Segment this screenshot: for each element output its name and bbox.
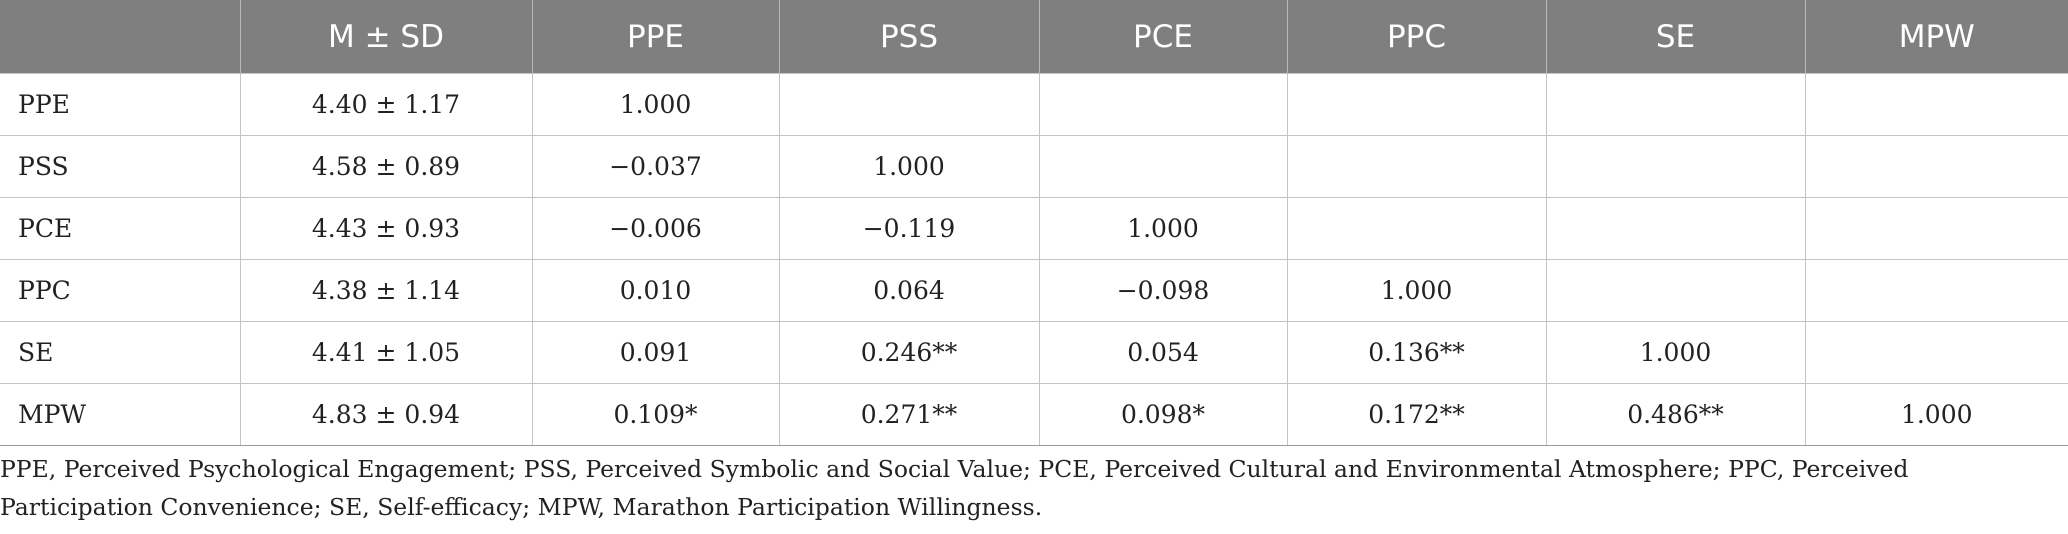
- table-cell: 0.246**: [778, 321, 1040, 384]
- row-label: PPE: [0, 73, 241, 136]
- header-cell-blank: [0, 0, 241, 74]
- table-row: PPC 4.38 ± 1.14 0.010 0.064 −0.098 1.000: [0, 259, 2068, 322]
- header-cell-mean-sd: M ± SD: [239, 0, 533, 74]
- header-cell-ppe: PPE: [531, 0, 780, 74]
- table-row: PCE 4.43 ± 0.93 −0.006 −0.119 1.000: [0, 197, 2068, 260]
- table-cell: 4.43 ± 0.93: [239, 197, 533, 260]
- header-cell-se: SE: [1545, 0, 1806, 74]
- table-cell: 0.271**: [778, 383, 1040, 446]
- table-cell: 0.064: [778, 259, 1040, 322]
- table-cell: [1038, 135, 1288, 198]
- table-cell: 4.41 ± 1.05: [239, 321, 533, 384]
- table-cell: [778, 73, 1040, 136]
- correlation-table: M ± SD PPE PSS PCE PPC SE MPW PPE 4.40 ±…: [0, 0, 2068, 446]
- table-cell: 4.38 ± 1.14: [239, 259, 533, 322]
- table-cell: −0.119: [778, 197, 1040, 260]
- table-cell: 1.000: [1286, 259, 1547, 322]
- table-cell: 4.58 ± 0.89: [239, 135, 533, 198]
- table-cell: 1.000: [778, 135, 1040, 198]
- table-row: PPE 4.40 ± 1.17 1.000: [0, 73, 2068, 136]
- table-cell: 1.000: [1038, 197, 1288, 260]
- header-cell-pss: PSS: [778, 0, 1040, 74]
- table-cell: [1545, 259, 1806, 322]
- row-label: MPW: [0, 383, 241, 446]
- header-cell-ppc: PPC: [1286, 0, 1547, 74]
- table-cell: 1.000: [531, 73, 780, 136]
- table-cell: 0.054: [1038, 321, 1288, 384]
- table-cell: [1804, 135, 2068, 198]
- row-label: PCE: [0, 197, 241, 260]
- table-cell: [1286, 197, 1547, 260]
- table-cell: −0.098: [1038, 259, 1288, 322]
- table-cell: 0.172**: [1286, 383, 1547, 446]
- table-cell: 0.098*: [1038, 383, 1288, 446]
- table-row: SE 4.41 ± 1.05 0.091 0.246** 0.054 0.136…: [0, 321, 2068, 384]
- header-cell-mpw: MPW: [1804, 0, 2068, 74]
- table-cell: −0.006: [531, 197, 780, 260]
- header-cell-pce: PCE: [1038, 0, 1288, 74]
- row-label: PPC: [0, 259, 241, 322]
- row-label: PSS: [0, 135, 241, 198]
- table-cell: [1286, 73, 1547, 136]
- row-label: SE: [0, 321, 241, 384]
- header-row: M ± SD PPE PSS PCE PPC SE MPW: [0, 0, 2068, 74]
- table-row: MPW 4.83 ± 0.94 0.109* 0.271** 0.098* 0.…: [0, 383, 2068, 446]
- table-cell: 1.000: [1545, 321, 1806, 384]
- table-footnote: PPE, Perceived Psychological Engagement;…: [0, 455, 1909, 521]
- table-cell: [1286, 135, 1547, 198]
- table-cell: 0.109*: [531, 383, 780, 446]
- table-cell: [1804, 73, 2068, 136]
- table-cell: [1038, 73, 1288, 136]
- table-cell: [1545, 197, 1806, 260]
- table-cell: 0.136**: [1286, 321, 1547, 384]
- table-cell: 0.010: [531, 259, 780, 322]
- table-cell: [1545, 73, 1806, 136]
- table-cell: 0.091: [531, 321, 780, 384]
- table-cell: [1804, 259, 2068, 322]
- table-cell: [1804, 321, 2068, 384]
- table-cell: [1545, 135, 1806, 198]
- table-cell: 4.83 ± 0.94: [239, 383, 533, 446]
- correlation-table-container: M ± SD PPE PSS PCE PPC SE MPW PPE 4.40 ±…: [0, 0, 2068, 446]
- table-cell: 1.000: [1804, 383, 2068, 446]
- table-cell: [1804, 197, 2068, 260]
- table-cell: 4.40 ± 1.17: [239, 73, 533, 136]
- table-cell: 0.486**: [1545, 383, 1806, 446]
- table-cell: −0.037: [531, 135, 780, 198]
- table-row: PSS 4.58 ± 0.89 −0.037 1.000: [0, 135, 2068, 198]
